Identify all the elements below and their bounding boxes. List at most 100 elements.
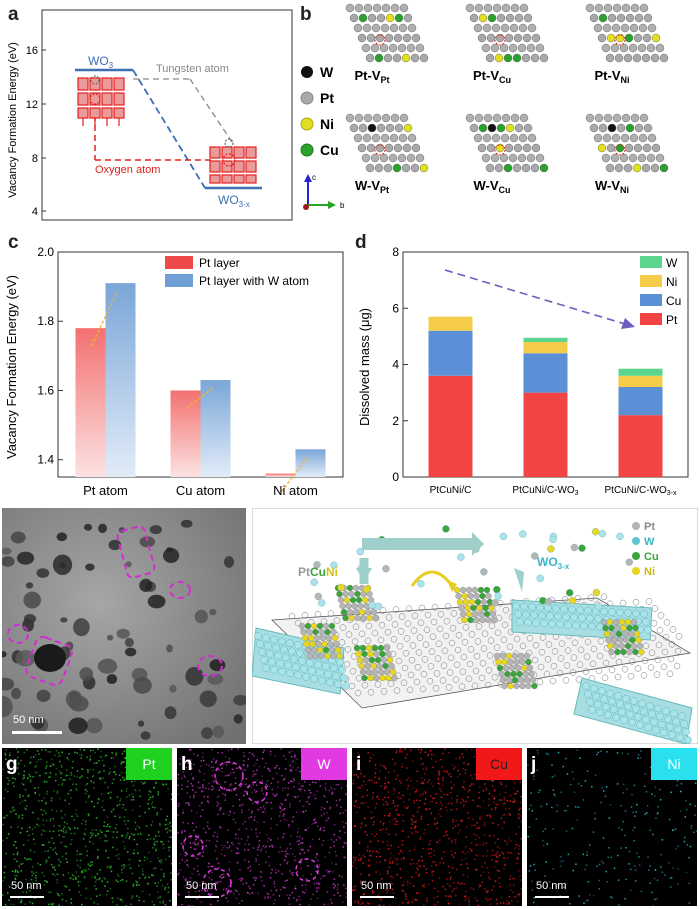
legend-pt-label: Pt [666,313,678,327]
stacked-bar-segment [523,353,568,393]
wo3-lattice-icon [77,75,125,126]
ptcuni-nanoparticle [334,584,379,622]
bar [295,449,326,477]
structure-label: W-VNi [595,178,629,195]
legend-pt-dot [300,91,314,105]
bar [200,380,231,477]
element-tag: Pt [126,748,172,780]
ptcuni-nanoparticle [298,622,343,660]
lattice-structure [465,113,549,173]
panel-d-legend: W Ni Cu Pt [640,256,681,327]
tem-scalebar-label: 50 nm [13,714,44,726]
element-tag: Ni [651,748,697,780]
element-tag: W [301,748,347,780]
up-arrow-icon [514,568,524,592]
legend-cu-label: Cu [320,142,339,158]
panel-b-structures: W Pt Ni Cu c b Pt-VPt Pt-VCu Pt-VNi W-VPt W-… [300,3,669,210]
legend-f-ni-label: Ni [644,566,655,578]
panel-c-ytick: 1.8 [37,314,54,328]
legend-pt-layer-swatch [165,256,193,269]
panel-f-legend: Pt W Cu Ni [632,521,659,578]
trend-arrow-icon [90,290,119,347]
panel-c-ytick: 1.6 [37,383,54,397]
w-migration-arrow-icon [362,532,484,556]
panel-label-b: b [300,4,312,25]
map-scalebar-label: 50 nm [11,880,42,892]
wo3x-schematic-label: WO3-x [537,555,570,571]
legend-f-ni-dot [632,567,640,575]
legend-w-dot [301,66,313,78]
legend-pt-layer-label: Pt layer [199,256,240,270]
panel-d-ylabel: Dissolved mass (μg) [357,308,372,426]
panel-f-schematic: PtCuNi WO3-x Pt W Cu Ni [252,508,698,744]
legend-f-cu-label: Cu [644,551,659,563]
wo3x-rod-bottom [573,677,693,744]
panel-label-j: j [531,754,537,775]
legend-ni-label: Ni [320,116,334,132]
panel-c-bar-chart: Vacancy Formation Energy (eV) 2.0 1.8 1.6 1… [4,245,344,498]
legend-f-cu-dot [632,552,640,560]
panel-c-ytick: 1.4 [37,453,54,467]
legend-pt-layer-w-label: Pt layer with W atom [199,274,309,288]
ptcuni-nanoparticle [600,618,645,656]
ptcuni-nanoparticle [353,644,398,682]
trend-arrow [444,269,626,325]
panel-d-ytick: 2 [392,414,399,428]
panel-a-ytick: 8 [32,153,38,165]
ptcuni-label: PtCuNi [298,565,338,579]
legend-cu-dot [300,143,314,157]
stacked-bar-segment [618,387,663,416]
panel-d-ytick: 8 [392,245,399,259]
legend-cu-swatch [640,294,662,306]
tem-highlight-regions [7,525,223,686]
element-tag: Cu [476,748,522,780]
eds-map-pt: g Pt 50 nm [2,748,172,906]
stacked-bar-segment [523,392,568,477]
panel-a-energy-diagram: Vacancy Formation Energy (eV) 16 12 8 4 … [7,9,293,221]
legend-f-w-label: W [644,536,655,548]
panel-c-xlabel: Ni atom [273,483,318,498]
ptcuni-nanoparticle [453,586,498,624]
eds-map-w: h W 50 nm [177,748,347,906]
structure-label: Pt-VPt [355,68,390,85]
lattice-structure [345,113,429,173]
panel-c-xlabel: Cu atom [176,483,225,498]
lattice-structure [585,113,669,173]
bar [105,283,136,477]
panel-a-ytick: 16 [26,45,38,57]
oxygen-atom-label: Oxygen atom [95,164,160,176]
legend-pt-label: Pt [320,90,334,106]
stacked-bar-segment [618,415,663,477]
wo3x-label: WO3-x [218,193,250,209]
panel-c-ylabel: Vacancy Formation Energy (eV) [4,275,19,459]
trend-arrow-icon [280,456,309,492]
stacked-bar-segment [618,368,663,376]
wo3-label: WO3 [88,54,114,70]
legend-f-pt-dot [632,522,640,530]
structure-label: Pt-VNi [595,68,630,85]
panel-d-xlabel: PtCuNi/C-WO3-x [605,485,677,497]
axis-triad-icon: c b [303,173,345,210]
trend-arrow-icon [186,387,213,410]
legend-pt-layer-w-swatch [165,274,193,287]
stacked-bar-segment [428,330,473,376]
lattice-structure [345,3,429,63]
eds-map-cu: i Cu 50 nm [352,748,522,906]
map-scalebar-label: 50 nm [536,880,567,892]
panel-label-c: c [8,232,19,253]
stacked-bar-segment [523,337,568,342]
panel-a-ylabel: Vacancy Formation Energy (eV) [7,42,19,198]
legend-cu-label: Cu [666,294,681,308]
structure-label: W-VPt [355,178,389,195]
stacked-bar-segment [428,375,473,477]
legend-w-swatch [640,256,662,268]
panel-label-h: h [181,754,193,775]
bar [170,390,201,477]
panel-d-ytick: 0 [392,470,399,484]
legend-ni-label: Ni [666,275,677,289]
tungsten-atom-label: Tungsten atom [156,63,229,75]
map-scalebar-label: 50 nm [361,880,392,892]
eds-map-ni: j Ni 50 nm [527,748,697,906]
bar [265,473,296,477]
